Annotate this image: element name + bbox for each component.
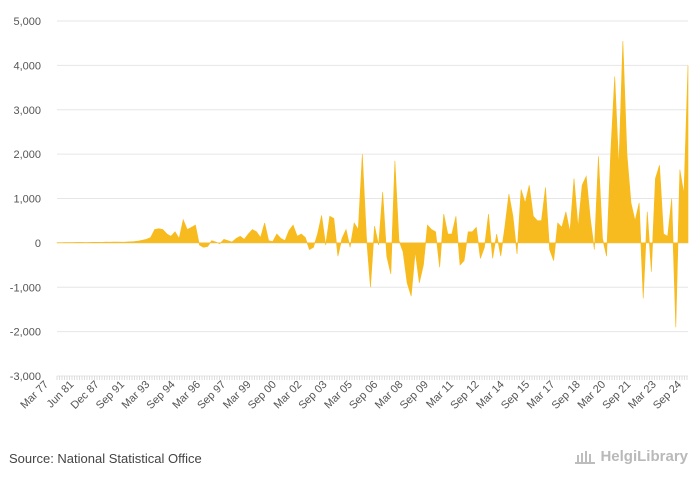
x-tick-label: Sep 91 (94, 379, 127, 412)
x-tick-label: Sep 94 (145, 379, 178, 412)
grid-lines (57, 20, 688, 377)
x-tick-label: Sep 12 (448, 379, 481, 412)
x-tick-label: Sep 97 (195, 379, 228, 412)
y-tick-label: -2,000 (10, 327, 41, 339)
y-tick-label: 5,000 (13, 16, 41, 28)
y-tick-label: 4,000 (13, 60, 41, 72)
x-tick-label: Sep 00 (246, 379, 279, 412)
y-axis: -3,000 -2,000 -1,000 0 1,000 2,000 3,000 4,000 5… (10, 16, 41, 383)
brand-logo: HelgiLibrary (574, 448, 688, 465)
x-tick-label: Sep 18 (550, 379, 583, 412)
library-icon (575, 450, 596, 464)
x-tick-label: Sep 21 (600, 379, 633, 412)
x-tick-label: Sep 06 (347, 379, 380, 412)
x-tick-label: Sep 03 (296, 379, 329, 412)
x-tick-label: Mar 77 (18, 379, 51, 412)
x-tick-label: Sep 15 (499, 379, 532, 412)
y-tick-label: 2,000 (13, 149, 41, 161)
y-tick-label: 0 (35, 238, 41, 250)
footer: Source: National Statistical Office Helg… (0, 446, 700, 476)
source-note: Source: National Statistical Office (9, 451, 202, 466)
series-area (56, 40, 689, 328)
y-tick-label: -1,000 (10, 282, 41, 294)
y-tick-label: 3,000 (13, 105, 41, 117)
area-chart: -3,000 -2,000 -1,000 0 1,000 2,000 3,000 4,000 5… (10, 16, 689, 412)
x-tick-label: Sep 09 (398, 379, 431, 412)
x-tick-label: Sep 24 (651, 379, 684, 412)
y-tick-label: -3,000 (10, 371, 41, 383)
data-area (56, 40, 689, 328)
y-tick-label: 1,000 (13, 194, 41, 206)
brand-name: HelgiLibrary (600, 448, 688, 465)
